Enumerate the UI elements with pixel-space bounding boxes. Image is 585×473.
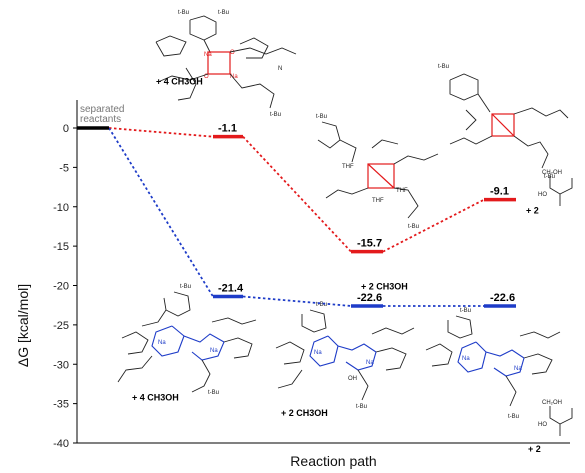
t-bu-label: t-Bu <box>316 302 327 308</box>
fragment-right-mid: CH₂OH HO <box>538 170 573 206</box>
t-bu-label: t-Bu <box>508 414 519 420</box>
connector-lines <box>108 127 485 307</box>
t-bu-label: t-Bu <box>208 390 219 396</box>
connector-line <box>242 136 352 253</box>
na-label: Na <box>210 348 218 354</box>
o-label: O <box>204 74 209 80</box>
y-tick-label: -10 <box>53 202 69 214</box>
ho-label: HO <box>538 422 547 428</box>
thf-label: THF <box>342 164 354 170</box>
t-bu-label: t-Bu <box>180 284 191 290</box>
fragment-right-bottom: CH₂OH HO <box>538 400 573 436</box>
energy-value-label: -15.7 <box>357 238 382 250</box>
na-label: Na <box>514 366 522 372</box>
t-bu-label: t-Bu <box>218 10 229 16</box>
energy-value-label: -22.6 <box>490 292 515 304</box>
y-tick-label: -25 <box>53 320 69 332</box>
y-tick-label: -35 <box>53 399 69 411</box>
start-label: separated <box>80 104 124 115</box>
y-axis-title: ΔG [kcal/mol] <box>15 284 31 367</box>
x-axis-title: Reaction path <box>290 453 376 469</box>
reactant-note: + 4 CH3OH <box>156 77 203 87</box>
energy-levels <box>77 126 516 308</box>
na-label: Na <box>366 360 374 366</box>
reactant-note: + 2 CH3OH <box>281 408 328 418</box>
energy-value-label: -9.1 <box>490 186 509 198</box>
na-label: Na <box>314 350 322 356</box>
oh-label: OH <box>348 376 357 382</box>
thf-label: THF <box>372 198 384 204</box>
connector-line <box>242 295 352 307</box>
ch2oh-label: CH₂OH <box>542 400 562 406</box>
na-label: Na <box>462 356 470 362</box>
t-bu-label: t-Bu <box>408 224 419 230</box>
t-bu-label: t-Bu <box>544 174 555 180</box>
o-label: O <box>230 50 235 56</box>
reactant-note: + 2 <box>526 206 539 216</box>
t-bu-label: t-Bu <box>178 10 189 16</box>
reactant-note: + 2 <box>528 444 541 454</box>
t-bu-label: t-Bu <box>460 308 471 314</box>
t-bu-label: t-Bu <box>356 404 367 410</box>
connector-line <box>382 198 485 253</box>
y-tick-label: -30 <box>53 359 69 371</box>
na-label: Na <box>204 52 212 58</box>
n-label: N <box>278 66 282 72</box>
y-tick-label: 0 <box>63 123 69 135</box>
energy-value-label: -1.1 <box>218 123 237 135</box>
y-tick-label: -5 <box>59 162 69 174</box>
structure-bottom-center: t-Bu Na Na OH t-Bu <box>275 302 415 410</box>
structure-top-left: t-Bu t-Bu Na Na O O t-Bu N <box>155 10 297 118</box>
connector-line <box>108 127 214 297</box>
energy-value-label: -22.6 <box>357 292 382 304</box>
reactant-note: + 4 CH3OH <box>132 393 179 403</box>
reactant-note: + 2 CH3OH <box>361 282 408 292</box>
thf-label: THF <box>396 188 408 194</box>
y-tick-label: -15 <box>53 241 69 253</box>
t-bu-label: t-Bu <box>438 64 449 70</box>
axes: 0 -5 -10 -15 -20 -25 -30 -35 -40 ΔG [kcal/mol] Rea… <box>15 100 570 469</box>
na-label: Na <box>230 74 238 80</box>
ch2oh-label: CH₂OH <box>542 170 562 176</box>
t-bu-label: t-Bu <box>270 112 281 118</box>
t-bu-label: t-Bu <box>316 114 327 120</box>
ho-label: HO <box>538 192 547 198</box>
energy-value-label: -21.4 <box>218 283 244 295</box>
structure-bottom-left: t-Bu Na Na t-Bu <box>117 284 257 396</box>
na-label: Na <box>158 340 166 346</box>
y-tick-label: -20 <box>53 281 69 293</box>
structure-bottom-right: t-Bu Na Na t-Bu <box>425 308 561 420</box>
connector-line <box>108 127 214 138</box>
y-tick-label: -40 <box>53 438 69 450</box>
start-label: reactants <box>80 114 121 125</box>
structure-mid-center: t-Bu THF THF THF t-Bu <box>316 114 439 230</box>
structure-top-right: t-Bu t-Bu <box>438 64 569 180</box>
